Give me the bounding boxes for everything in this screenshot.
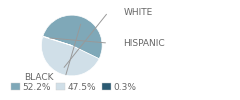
Wedge shape bbox=[43, 36, 72, 46]
Legend: 52.2%, 47.5%, 0.3%: 52.2%, 47.5%, 0.3% bbox=[7, 79, 140, 95]
Text: WHITE: WHITE bbox=[123, 8, 153, 17]
Text: BLACK: BLACK bbox=[24, 73, 54, 82]
Wedge shape bbox=[42, 37, 99, 76]
Wedge shape bbox=[43, 15, 102, 59]
Text: HISPANIC: HISPANIC bbox=[123, 39, 165, 48]
